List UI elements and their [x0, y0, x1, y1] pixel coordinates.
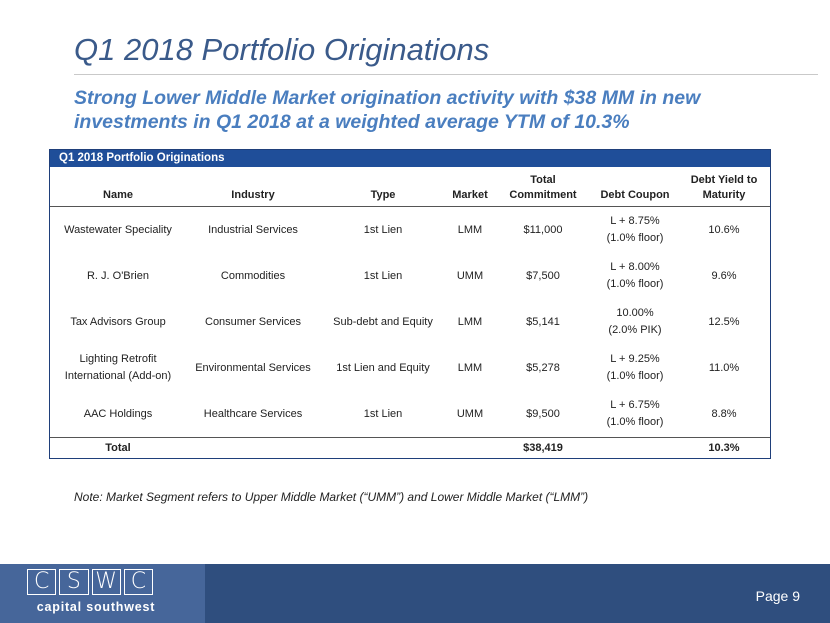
- table-row: Tax Advisors Group Consumer Services Sub…: [50, 299, 770, 345]
- cell-market: UMM: [456, 407, 484, 420]
- cell-industry: Healthcare Services: [203, 407, 303, 420]
- table-row: AAC Holdings Healthcare Services 1st Lie…: [50, 391, 770, 438]
- title-divider: [74, 74, 818, 75]
- logo-letter: C: [123, 569, 153, 595]
- table-row: Wastewater Speciality Industrial Service…: [50, 207, 770, 254]
- column-header-type: Type: [320, 167, 446, 207]
- column-header-total-commitment: Total Commitment: [494, 167, 592, 207]
- cell-coupon: L + 8.00% (1.0% floor): [592, 253, 678, 299]
- cell-type: 1st Lien: [363, 407, 403, 420]
- logo-letter: W: [91, 569, 121, 595]
- cell-industry: Commodities: [220, 269, 286, 282]
- cell-industry: Environmental Services: [195, 361, 311, 374]
- total-row: Total $38,419 10.3%: [50, 437, 770, 458]
- logo-panel: C S W C capital southwest: [0, 564, 205, 623]
- table-header-row: Name Industry Type Market Total Commitme…: [50, 167, 770, 207]
- total-yield: 10.3%: [678, 437, 770, 458]
- table-caption: Q1 2018 Portfolio Originations: [50, 150, 770, 167]
- table-row: Lighting Retrofit International (Add-on)…: [50, 345, 770, 391]
- coupon-rate: 10.00%: [616, 307, 654, 319]
- cell-industry: Industrial Services: [208, 223, 298, 236]
- footnote: Note: Market Segment refers to Upper Mid…: [74, 490, 589, 504]
- table-row: R. J. O'Brien Commodities 1st Lien UMM $…: [50, 253, 770, 299]
- cell-coupon: L + 9.25% (1.0% floor): [592, 345, 678, 391]
- page-subtitle: Strong Lower Middle Market origination a…: [74, 87, 701, 133]
- company-logo: C S W C: [27, 569, 153, 595]
- logo-letter: C: [27, 569, 57, 595]
- column-header-industry: Industry: [186, 167, 320, 207]
- coupon-detail: (2.0% PIK): [608, 324, 662, 336]
- cell-market: LMM: [457, 223, 483, 236]
- originations-table: Q1 2018 Portfolio Originations Name Indu…: [49, 149, 771, 459]
- cell-name: Lighting Retrofit International (Add-on): [64, 353, 172, 382]
- cell-commitment: $11,000: [523, 223, 563, 236]
- coupon-rate: L + 8.00%: [610, 261, 660, 273]
- cell-type: 1st Lien: [363, 223, 403, 236]
- cell-industry: Consumer Services: [205, 315, 301, 328]
- company-name: capital southwest: [36, 600, 156, 614]
- cell-market: LMM: [457, 361, 483, 374]
- cell-yield: 8.8%: [711, 407, 737, 420]
- cell-commitment: $5,141: [526, 315, 560, 328]
- footer-bar: C S W C capital southwest Page 9: [0, 564, 830, 623]
- cell-yield: 12.5%: [708, 315, 740, 328]
- page-title: Q1 2018 Portfolio Originations: [74, 32, 490, 67]
- logo-letter: S: [59, 569, 89, 595]
- cell-type: 1st Lien and Equity: [336, 361, 430, 374]
- coupon-rate: L + 6.75%: [610, 399, 660, 411]
- cell-market: LMM: [457, 315, 483, 328]
- cell-name: Tax Advisors Group: [70, 315, 166, 328]
- coupon-rate: L + 9.25%: [610, 353, 660, 365]
- column-header-market: Market: [446, 167, 494, 207]
- cell-coupon: L + 6.75% (1.0% floor): [592, 391, 678, 438]
- total-commitment: $38,419: [494, 437, 592, 458]
- total-label: Total: [50, 437, 186, 458]
- coupon-detail: (1.0% floor): [606, 416, 664, 428]
- coupon-detail: (1.0% floor): [606, 370, 664, 382]
- cell-market: UMM: [456, 269, 484, 282]
- column-header-debt-coupon: Debt Coupon: [592, 167, 678, 207]
- cell-type: Sub-debt and Equity: [333, 315, 433, 328]
- cell-commitment: $9,500: [526, 407, 560, 420]
- page-number: Page 9: [755, 588, 800, 604]
- cell-commitment: $7,500: [526, 269, 560, 282]
- column-header-name: Name: [50, 167, 186, 207]
- cell-name: Wastewater Speciality: [64, 223, 172, 236]
- coupon-rate: L + 8.75%: [610, 215, 660, 227]
- cell-name: R. J. O'Brien: [86, 269, 149, 282]
- cell-yield: 10.6%: [708, 223, 740, 236]
- column-header-debt-yield: Debt Yield to Maturity: [678, 167, 770, 207]
- cell-type: 1st Lien: [363, 269, 403, 282]
- coupon-detail: (1.0% floor): [606, 278, 664, 290]
- cell-yield: 11.0%: [708, 361, 740, 374]
- cell-coupon: 10.00% (2.0% PIK): [592, 299, 678, 345]
- coupon-detail: (1.0% floor): [606, 232, 664, 244]
- cell-name: AAC Holdings: [83, 407, 153, 420]
- cell-commitment: $5,278: [526, 361, 560, 374]
- cell-coupon: L + 8.75% (1.0% floor): [592, 207, 678, 254]
- cell-yield: 9.6%: [711, 269, 737, 282]
